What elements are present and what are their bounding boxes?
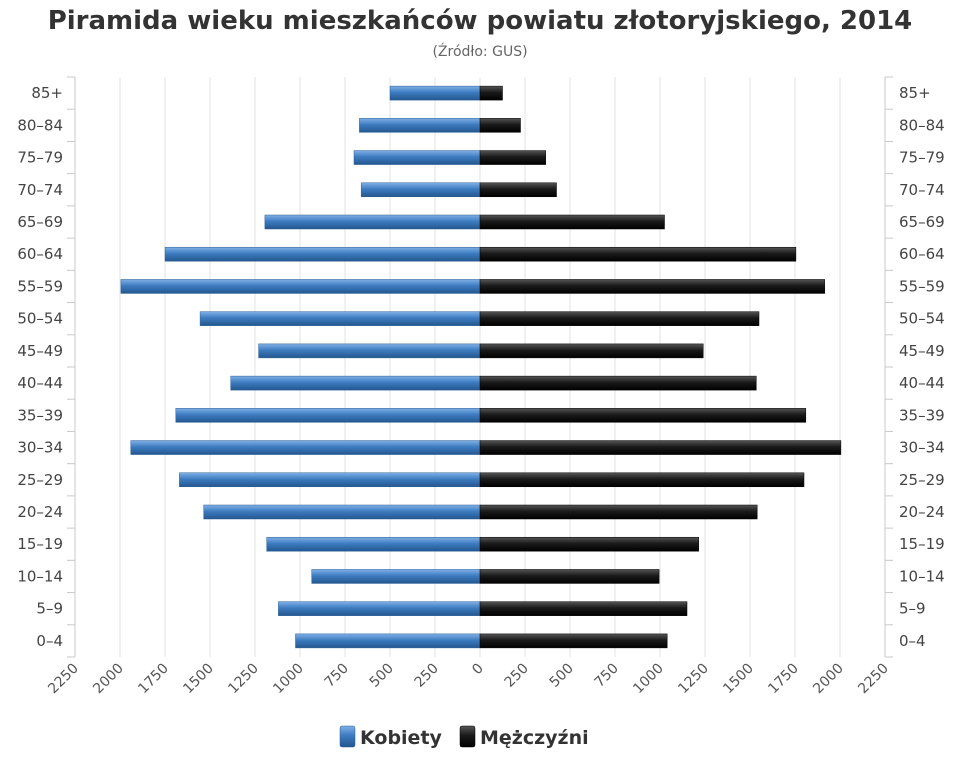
bar-kobiety [360, 182, 481, 198]
bar-mezczyzni [479, 182, 557, 198]
bar-mezczyzni [479, 246, 797, 262]
bar-kobiety [266, 536, 481, 552]
bar-kobiety [311, 569, 481, 584]
y-tick-label-left: 15–19 [17, 535, 63, 553]
bar-mezczyzni [479, 601, 688, 616]
bar-kobiety [264, 214, 481, 230]
y-tick-label-left: 20–24 [17, 503, 63, 521]
x-tick-label: 1750 [135, 661, 172, 698]
y-tick-label-left: 60–64 [17, 245, 63, 263]
bar-kobiety [230, 375, 481, 391]
y-tick-label-left: 85+ [31, 84, 63, 102]
y-tick-label-left: 80–84 [17, 116, 63, 134]
y-tick-label-left: 45–49 [17, 342, 63, 360]
y-tick-label-right: 65–69 [899, 213, 945, 231]
legend-swatch-mezczyzni [459, 725, 476, 748]
chart-subtitle: (Źródło: GUS) [432, 44, 528, 60]
bar-kobiety [199, 311, 481, 326]
x-tick-label: 2000 [810, 661, 847, 698]
y-tick-label-right: 0–4 [899, 632, 926, 650]
chart-title: Piramida wieku mieszkańców powiatu złoto… [47, 6, 913, 36]
y-tick-label-right: 60–64 [899, 245, 945, 263]
y-tick-label-right: 80–84 [899, 116, 945, 134]
x-tick-label: 2000 [90, 661, 127, 698]
y-tick-label-right: 20–24 [899, 503, 945, 521]
y-tick-label-left: 30–34 [17, 439, 63, 457]
y-tick-label-right: 75–79 [899, 149, 945, 167]
bar-kobiety [353, 150, 481, 165]
legend-label-mezczyzni: Mężczyźni [480, 727, 589, 749]
bar-kobiety [203, 504, 481, 520]
y-tick-label-left: 40–44 [17, 374, 63, 392]
y-tick-label-right: 35–39 [899, 406, 945, 424]
y-tick-label-left: 75–79 [17, 149, 63, 167]
bar-mezczyzni [479, 633, 668, 649]
x-tick-label: 500 [547, 661, 577, 691]
x-tick-label: 1250 [675, 661, 712, 698]
bar-kobiety [295, 633, 481, 649]
bar-mezczyzni [479, 569, 660, 584]
bar-mezczyzni [479, 118, 521, 133]
x-tick-label: 2250 [45, 661, 82, 698]
y-tick-label-left: 70–74 [17, 181, 63, 199]
y-tick-label-right: 25–29 [899, 471, 945, 489]
x-tick-label: 750 [592, 661, 622, 691]
bar-mezczyzni [479, 311, 760, 326]
legend-label-kobiety: Kobiety [360, 727, 443, 749]
legend-swatch-kobiety [339, 725, 356, 748]
x-tick-label: 750 [322, 661, 352, 691]
x-tick-label: 1250 [225, 661, 262, 698]
bar-mezczyzni [479, 343, 704, 359]
x-tick-label: 1750 [765, 661, 802, 698]
bar-kobiety [179, 472, 481, 488]
bar-kobiety [258, 343, 481, 359]
y-tick-label-left: 10–14 [17, 567, 63, 585]
bar-kobiety [164, 246, 481, 262]
y-tick-label-left: 65–69 [17, 213, 63, 231]
bar-kobiety [175, 408, 481, 423]
x-tick-label: 500 [367, 661, 397, 691]
x-tick-label: 1000 [630, 661, 667, 698]
x-tick-label: 0 [469, 661, 487, 679]
bar-kobiety [120, 279, 481, 294]
bar-mezczyzni [479, 440, 842, 455]
y-tick-label-right: 30–34 [899, 439, 945, 457]
y-tick-label-left: 0–4 [36, 632, 63, 650]
y-tick-label-left: 5–9 [36, 600, 63, 618]
y-tick-label-right: 55–59 [899, 277, 945, 295]
y-tick-label-right: 70–74 [899, 181, 945, 199]
y-tick-label-right: 10–14 [899, 567, 945, 585]
y-tick-label-right: 5–9 [899, 600, 926, 618]
x-tick-label: 1000 [270, 661, 307, 698]
y-tick-label-left: 50–54 [17, 310, 63, 328]
bar-mezczyzni [479, 85, 503, 101]
y-tick-label-left: 55–59 [17, 277, 63, 295]
bar-mezczyzni [479, 279, 825, 294]
y-tick-label-right: 85+ [899, 84, 931, 102]
bar-mezczyzni [479, 536, 699, 552]
bar-mezczyzni [479, 504, 758, 520]
bar-mezczyzni [479, 214, 665, 230]
bar-mezczyzni [479, 472, 805, 488]
bar-kobiety [359, 118, 481, 133]
y-tick-label-right: 40–44 [899, 374, 945, 392]
y-tick-label-right: 50–54 [899, 310, 945, 328]
bar-mezczyzni [479, 408, 807, 423]
x-tick-label: 250 [502, 661, 532, 691]
y-tick-label-left: 25–29 [17, 471, 63, 489]
y-tick-label-left: 35–39 [17, 406, 63, 424]
x-tick-label: 250 [412, 661, 442, 691]
bar-kobiety [389, 85, 481, 101]
x-tick-label: 2250 [855, 661, 892, 698]
y-tick-label-right: 45–49 [899, 342, 945, 360]
bar-kobiety [130, 440, 481, 455]
bar-mezczyzni [479, 150, 546, 165]
bar-mezczyzni [479, 375, 757, 391]
y-tick-label-right: 15–19 [899, 535, 945, 553]
x-tick-label: 1500 [720, 661, 757, 698]
bar-kobiety [278, 601, 481, 616]
x-tick-label: 1500 [180, 661, 217, 698]
